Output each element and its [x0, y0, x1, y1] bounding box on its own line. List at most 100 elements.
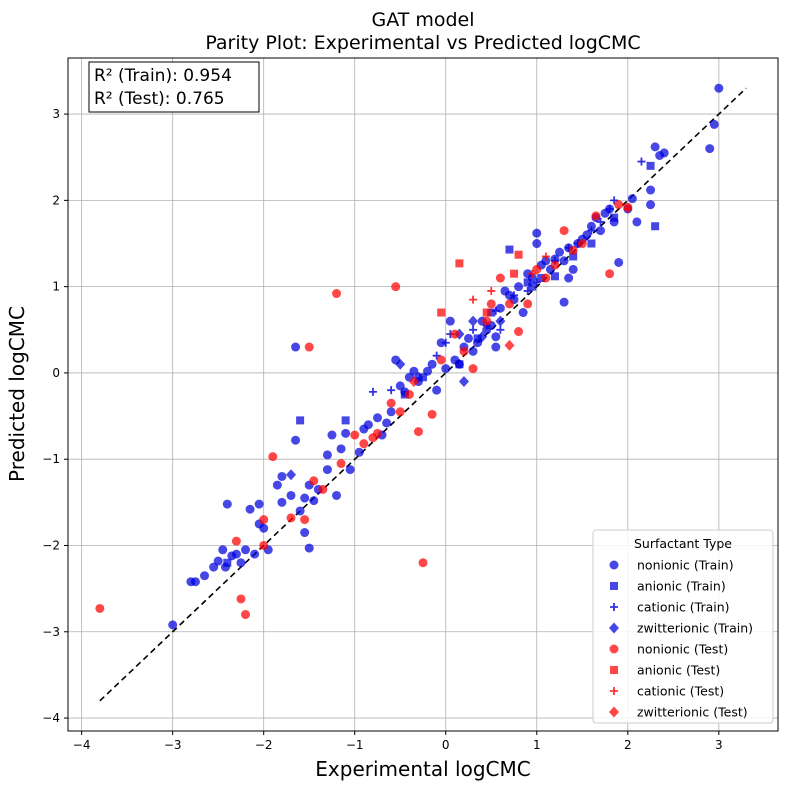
data-point [528, 269, 537, 278]
data-point [468, 315, 479, 327]
data-point [395, 358, 406, 370]
data-point [541, 273, 551, 283]
data-point [363, 420, 373, 430]
data-point [532, 239, 542, 249]
data-point [432, 385, 442, 395]
data-point [559, 226, 569, 236]
data-point [245, 504, 255, 514]
data-point [614, 200, 624, 210]
data-point [295, 506, 305, 516]
data-point [455, 360, 464, 369]
y-tick-label: 2 [52, 193, 60, 207]
data-point [300, 493, 310, 503]
legend-label: cationic (Train) [637, 600, 730, 615]
data-point [523, 286, 532, 295]
x-tick-label: −2 [255, 738, 273, 752]
data-point [487, 286, 496, 295]
y-tick-label: −4 [42, 711, 60, 725]
data-point [577, 239, 587, 249]
x-tick-label: 0 [442, 738, 450, 752]
data-point [504, 339, 515, 351]
data-point [168, 620, 178, 630]
legend-label: nonionic (Train) [637, 558, 734, 573]
data-point [455, 259, 464, 268]
data-point [409, 366, 419, 376]
data-point [200, 571, 210, 581]
legend-marker [610, 603, 618, 611]
data-point [569, 252, 578, 261]
data-point [651, 222, 660, 231]
data-point [564, 273, 574, 283]
data-point [241, 610, 250, 620]
data-point [336, 459, 346, 469]
data-point [236, 558, 246, 568]
data-point [496, 325, 505, 334]
plot-frame [67, 57, 779, 732]
legend-label: zwitterionic (Train) [637, 621, 753, 636]
data-point [277, 497, 287, 507]
x-tick-label: 3 [715, 738, 723, 752]
data-point [459, 346, 469, 356]
data-point [372, 413, 382, 423]
data-point [218, 545, 228, 555]
data-point [231, 536, 241, 546]
legend-marker [610, 687, 618, 695]
data-point [469, 295, 478, 304]
grid-lines [68, 58, 778, 731]
data-point [359, 439, 369, 449]
x-axis-ticks: −4 −3 −2 −1 0 1 2 3 [73, 731, 723, 752]
data-point [391, 282, 401, 292]
data-point [610, 196, 619, 205]
data-point [441, 364, 451, 374]
data-point [510, 269, 519, 278]
data-point [610, 213, 619, 222]
data-point [300, 515, 310, 525]
y-axis-ticks: −4 −3 −2 −1 0 1 2 3 [42, 107, 68, 725]
data-point [514, 282, 524, 292]
data-point [427, 359, 437, 369]
data-point [464, 333, 474, 343]
data-point [555, 247, 565, 257]
data-point [382, 418, 392, 428]
data-point [568, 245, 578, 255]
data-point [491, 342, 501, 352]
data-point [404, 390, 414, 399]
y-tick-label: −1 [42, 452, 60, 466]
data-point [586, 221, 596, 231]
data-point [505, 245, 514, 254]
data-point [495, 315, 506, 327]
data-point [614, 257, 624, 267]
legend-item: cationic (Test) [610, 684, 724, 699]
r2-test-text: R² (Test): 0.765 [94, 89, 225, 109]
data-point [518, 308, 528, 318]
legend-marker [610, 666, 618, 674]
x-tick-label: −1 [346, 738, 364, 752]
data-point [332, 490, 342, 500]
data-point [582, 230, 592, 240]
data-point [95, 603, 105, 613]
data-point [659, 148, 669, 158]
data-point [368, 387, 377, 396]
data-point [400, 390, 409, 399]
x-tick-label: 2 [624, 738, 632, 752]
data-point [259, 515, 269, 525]
data-point [587, 239, 596, 248]
data-point [250, 549, 260, 559]
data-point [487, 308, 496, 317]
data-point [714, 83, 724, 93]
data-point [286, 490, 296, 500]
data-point [504, 299, 514, 309]
data-point [596, 217, 605, 226]
data-point [318, 484, 328, 494]
data-point [587, 226, 596, 235]
data-point [300, 528, 310, 538]
data-point [222, 499, 232, 509]
data-point [341, 416, 350, 425]
data-point [291, 342, 301, 352]
data-point [236, 594, 246, 604]
data-point [286, 469, 297, 481]
data-point [637, 157, 646, 166]
data-point [327, 430, 337, 440]
legend-label: anionic (Test) [637, 663, 720, 678]
data-point [372, 428, 382, 438]
